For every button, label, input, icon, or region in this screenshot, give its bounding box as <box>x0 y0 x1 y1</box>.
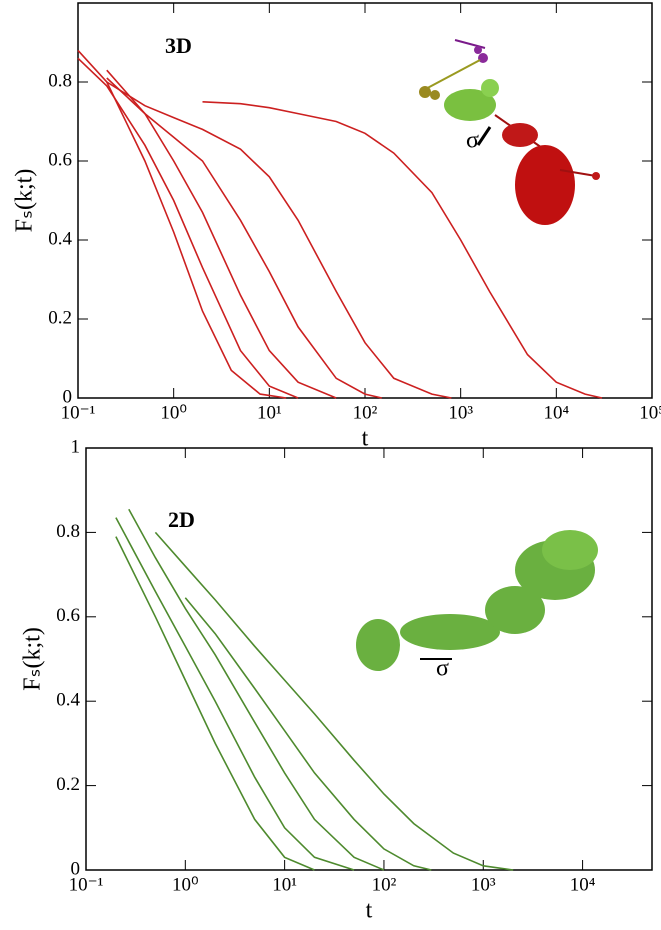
annotation: 2D <box>168 507 195 532</box>
x-tick-label: 10⁰ <box>160 402 187 423</box>
line-series <box>106 77 382 399</box>
line-series <box>115 536 315 871</box>
y-tick-label: 0.2 <box>56 774 80 795</box>
y-axis-label: Fₛ(k;t) <box>12 169 38 233</box>
x-tick-label: 10⁴ <box>570 874 596 895</box>
y-tick-label: 0.6 <box>48 149 72 170</box>
y-tick-label: 0.4 <box>48 228 72 249</box>
x-tick-label: 10⁻¹ <box>69 874 104 895</box>
line-series <box>115 517 355 871</box>
y-tick-label: 0.2 <box>48 307 72 328</box>
plot-frame <box>85 447 653 871</box>
inset-2d <box>356 530 598 671</box>
x-tick-label: 10⁻¹ <box>61 402 96 423</box>
line-series <box>202 101 603 399</box>
x-tick-label: 10³ <box>471 874 496 895</box>
x-tick-label: 10⁴ <box>544 402 570 423</box>
y-tick-label: 0.8 <box>48 70 72 91</box>
x-tick-label: 10¹ <box>257 402 282 423</box>
annotation: 3D <box>165 33 192 58</box>
line-series <box>128 508 385 871</box>
x-tick-label: 10² <box>353 402 378 423</box>
line-series <box>106 81 452 399</box>
x-axis-label: t <box>362 426 369 452</box>
y-tick-label: 1 <box>71 436 81 457</box>
y-tick-label: 0 <box>63 386 73 407</box>
line-series <box>184 597 432 871</box>
x-tick-label: 10⁰ <box>172 874 199 895</box>
y-tick-label: 0.4 <box>56 690 80 711</box>
inset-3d <box>419 39 600 225</box>
line-series <box>154 531 514 871</box>
x-tick-label: 10² <box>372 874 397 895</box>
annotation: σ <box>466 128 479 154</box>
y-axis-label: Fₛ(k;t) <box>20 627 46 691</box>
y-tick-label: 0.8 <box>56 521 80 542</box>
x-tick-label: 10¹ <box>272 874 297 895</box>
y-tick-label: 0 <box>71 858 81 879</box>
line-series <box>106 69 337 399</box>
line-series <box>77 49 287 399</box>
x-tick-label: 10³ <box>448 402 473 423</box>
x-axis-label: t <box>366 898 373 924</box>
x-tick-label: 10⁵ <box>639 402 661 423</box>
y-tick-label: 0.6 <box>56 605 80 626</box>
annotation: σ <box>436 656 449 682</box>
line-series <box>77 57 299 399</box>
